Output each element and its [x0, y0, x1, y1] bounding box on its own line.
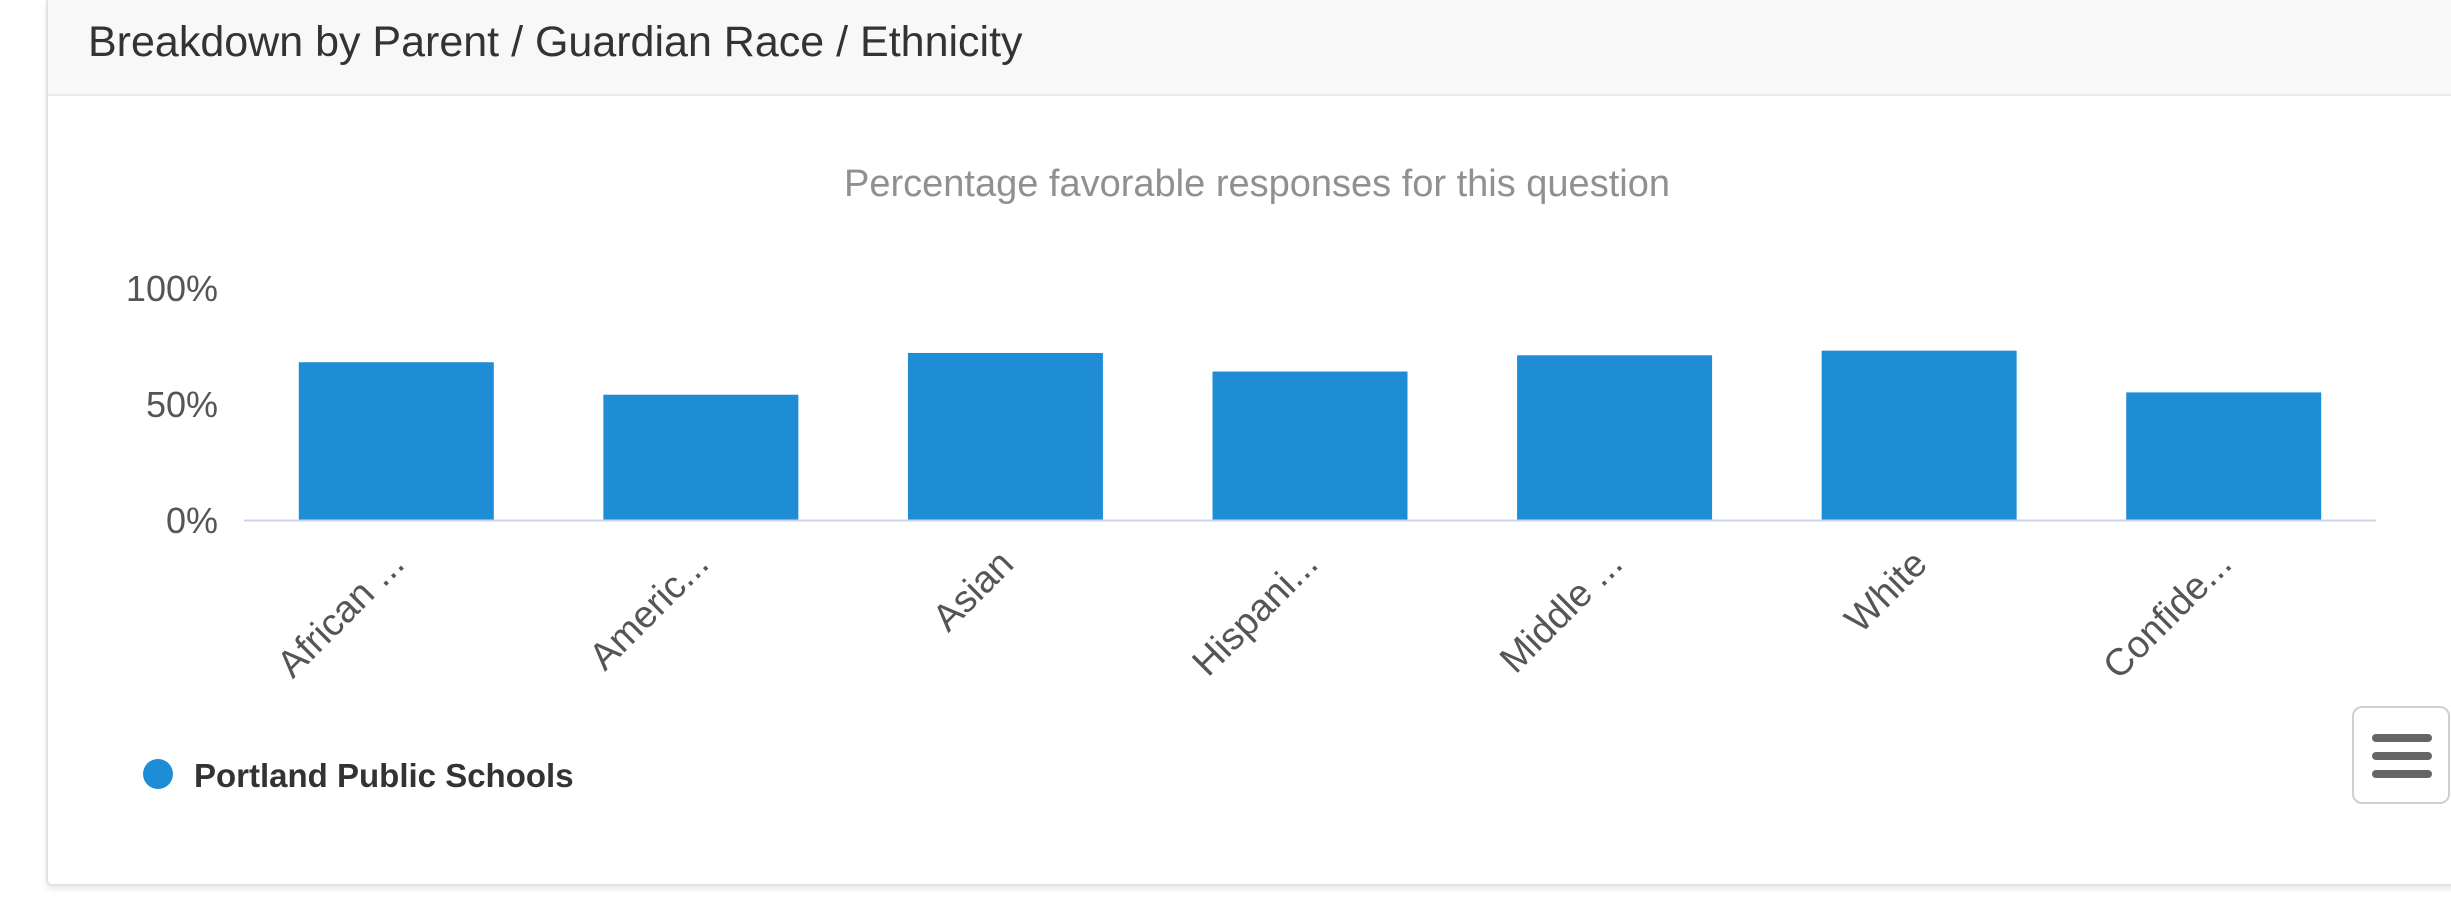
bar[interactable] — [1821, 350, 2017, 520]
bar[interactable] — [1517, 355, 1713, 520]
y-tick-label: 50% — [146, 384, 218, 425]
card-header: Breakdown by Parent / Guardian Race / Et… — [48, 0, 2451, 96]
chart-menu-button[interactable] — [2352, 706, 2450, 804]
legend-label[interactable]: Portland Public Schools — [194, 757, 574, 794]
bar[interactable] — [603, 394, 799, 520]
x-tick-label: Middle ... — [1492, 543, 1631, 682]
x-tick-label: White — [1837, 543, 1935, 641]
legend-marker[interactable] — [143, 759, 173, 789]
y-tick-label: 100% — [126, 268, 218, 309]
x-tick-label: Hispani... — [1185, 543, 1327, 685]
x-tick-label: Americ... — [582, 543, 718, 679]
chart-card: Breakdown by Parent / Guardian Race / Et… — [46, 0, 2451, 886]
x-tick-label: Confide... — [2095, 543, 2240, 688]
bar[interactable] — [2126, 392, 2322, 520]
bar-chart: Percentage favorable responses for this … — [126, 163, 2376, 794]
bar[interactable] — [907, 352, 1103, 520]
chart-subtitle: Percentage favorable responses for this … — [844, 163, 1670, 205]
card-title: Breakdown by Parent / Guardian Race / Et… — [88, 18, 1023, 66]
y-tick-label: 0% — [166, 500, 218, 541]
x-tick-label: Asian — [925, 543, 1022, 640]
bar[interactable] — [298, 362, 494, 520]
bar[interactable] — [1212, 371, 1408, 520]
x-tick-label: African ... — [269, 543, 412, 686]
